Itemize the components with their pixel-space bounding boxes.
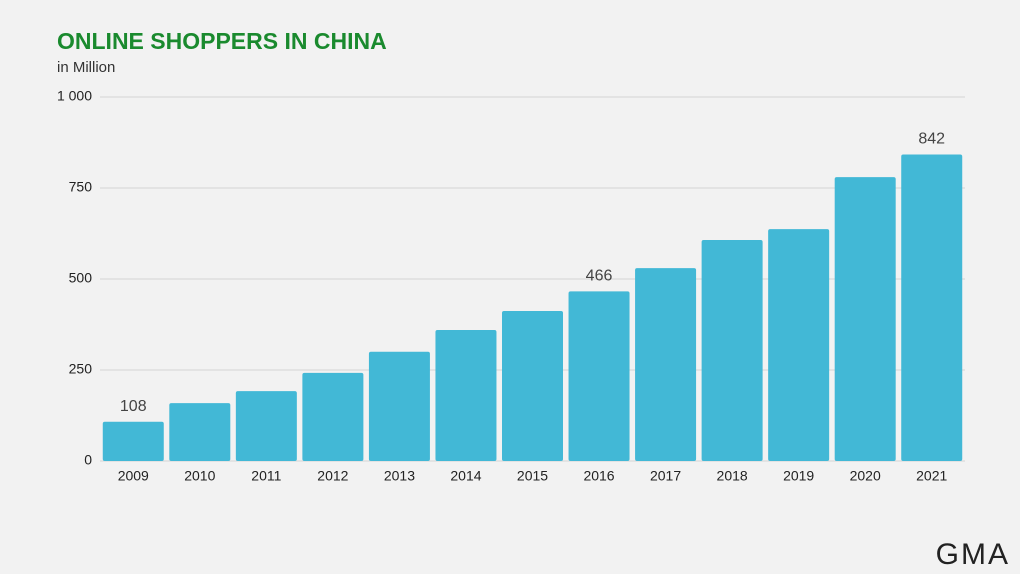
bar	[834, 177, 896, 461]
y-tick-label: 750	[69, 179, 93, 195]
x-tick-label: 2010	[184, 468, 215, 484]
value-label: 108	[120, 398, 147, 415]
bar	[701, 240, 763, 461]
x-tick-label: 2016	[583, 468, 614, 484]
x-tick-label: 2021	[916, 468, 947, 484]
chart-title: ONLINE SHOPPERS IN CHINA	[57, 28, 387, 54]
bar	[235, 391, 297, 461]
x-tick-label: 2019	[783, 468, 814, 484]
value-label: 842	[918, 131, 945, 148]
bar	[901, 154, 963, 461]
x-tick-label: 2009	[118, 468, 149, 484]
y-tick-label: 500	[69, 270, 93, 286]
chart-subtitle: in Million	[57, 59, 115, 76]
y-tick-label: 1 000	[57, 88, 92, 104]
bar	[368, 351, 430, 461]
x-tick-label: 2011	[251, 468, 281, 484]
y-tick-label: 0	[84, 452, 92, 468]
bar	[102, 421, 164, 461]
bar	[768, 229, 830, 461]
y-tick-label: 250	[69, 361, 93, 377]
x-tick-label: 2018	[717, 468, 748, 484]
bar	[568, 291, 630, 461]
x-tick-label: 2015	[517, 468, 548, 484]
bar	[635, 268, 697, 461]
x-tick-label: 2017	[650, 468, 681, 484]
bar	[302, 372, 364, 461]
value-label: 466	[586, 268, 613, 285]
logo: GMA	[936, 538, 1010, 571]
bar	[502, 311, 563, 461]
bar	[169, 403, 231, 461]
bar	[435, 329, 497, 461]
x-tick-label: 2012	[317, 468, 348, 484]
x-tick-label: 2020	[850, 468, 881, 484]
x-tick-label: 2013	[384, 468, 415, 484]
x-tick-label: 2014	[450, 468, 481, 484]
